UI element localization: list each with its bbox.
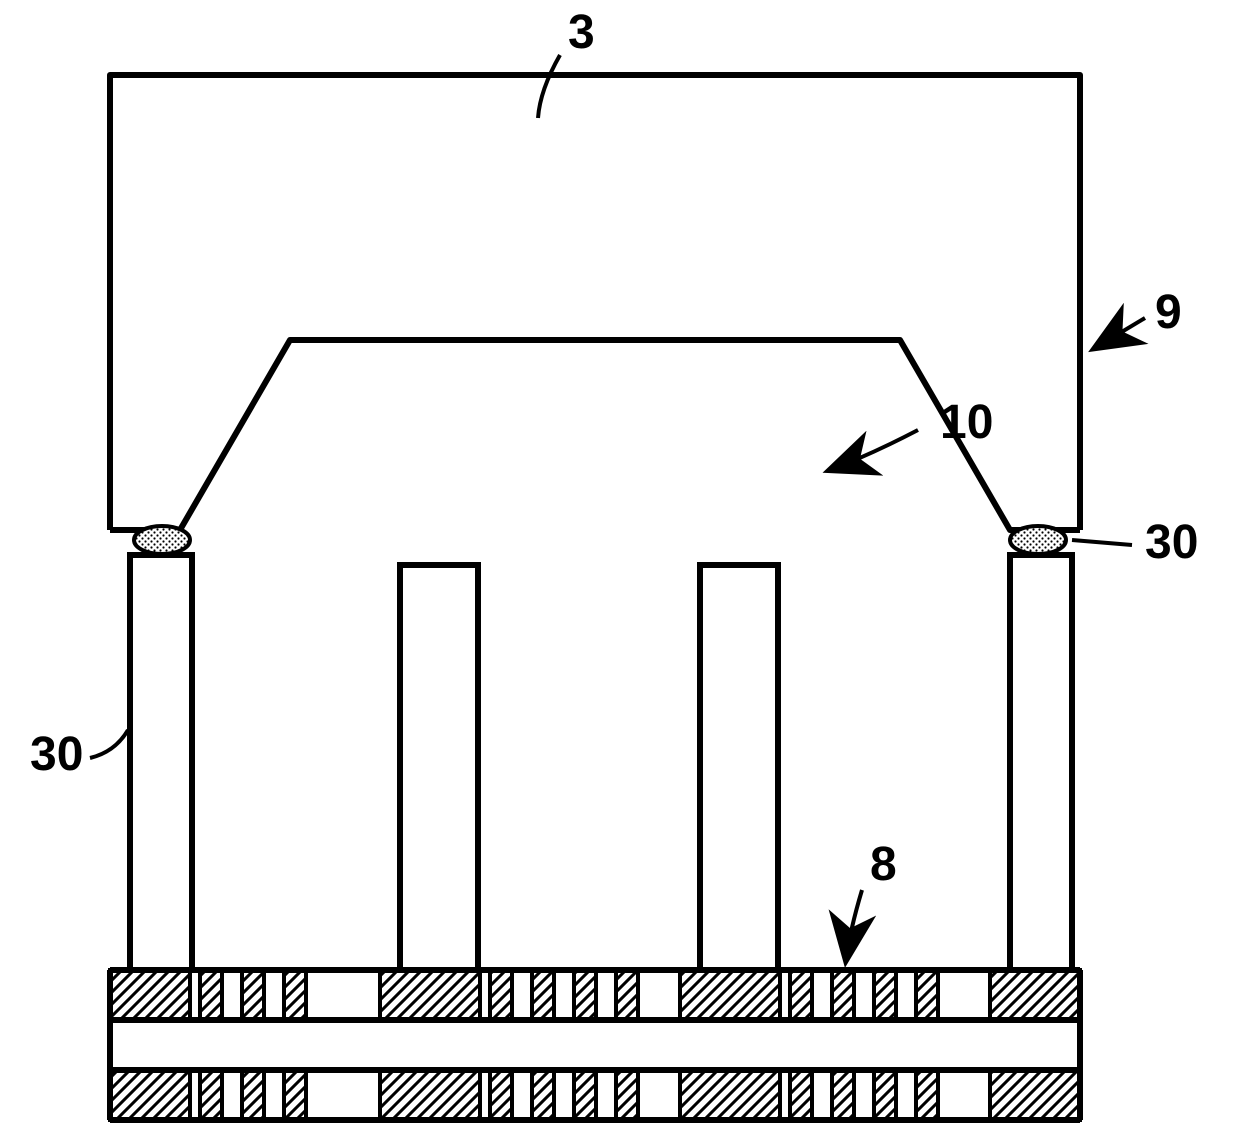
base-top-row-fin-1-0 xyxy=(490,970,512,1020)
base-bottom-row-fin-2-3 xyxy=(916,1070,938,1120)
base-bottom-row-fin-1-0 xyxy=(490,1070,512,1120)
pillar-outer_left xyxy=(130,555,192,970)
pillar-inner_right xyxy=(700,565,778,970)
leader-8 xyxy=(846,890,862,960)
base-top-row-block-1 xyxy=(380,970,480,1020)
label-10: 10 xyxy=(940,396,993,449)
base-top-row-fin-1-1 xyxy=(532,970,554,1020)
base-top-row-block-3 xyxy=(990,970,1080,1020)
label-9: 9 xyxy=(1155,286,1182,339)
label-8: 8 xyxy=(870,838,897,891)
label-30l: 30 xyxy=(30,728,83,781)
base-bottom-row-fin-1-2 xyxy=(574,1070,596,1120)
base-top-row-fin-0-2 xyxy=(284,970,306,1020)
base-top-row-fin-2-0 xyxy=(790,970,812,1020)
label-3: 3 xyxy=(568,6,595,59)
base-bottom-row-fin-2-2 xyxy=(874,1070,896,1120)
leader-30l xyxy=(90,730,128,758)
base-bottom-row-fin-1-3 xyxy=(616,1070,638,1120)
base-bottom-row-fin-1-1 xyxy=(532,1070,554,1120)
base-bottom-row-block-1 xyxy=(380,1070,480,1120)
base-top-row-fin-2-3 xyxy=(916,970,938,1020)
base-top-row-fin-2-1 xyxy=(832,970,854,1020)
base-top-row-fin-2-2 xyxy=(874,970,896,1020)
housing-cap xyxy=(110,75,1080,530)
pillar-inner_left xyxy=(400,565,478,970)
seal-0 xyxy=(134,526,190,554)
leader-10 xyxy=(830,430,918,470)
base-bottom-row-block-0 xyxy=(110,1070,190,1120)
base-bottom-row-block-3 xyxy=(990,1070,1080,1120)
base-top-row-fin-1-2 xyxy=(574,970,596,1020)
leader-30r xyxy=(1072,540,1132,545)
base-top-row-fin-1-3 xyxy=(616,970,638,1020)
base-bottom-row-fin-0-0 xyxy=(200,1070,222,1120)
base-bottom-row-block-2 xyxy=(680,1070,780,1120)
base-top-row-block-2 xyxy=(680,970,780,1020)
base-bottom-row-fin-0-1 xyxy=(242,1070,264,1120)
base-top-row-block-0 xyxy=(110,970,190,1020)
base-gap-band xyxy=(110,1020,1080,1070)
base-top-row-fin-0-0 xyxy=(200,970,222,1020)
base-bottom-row-fin-2-0 xyxy=(790,1070,812,1120)
diagram-canvas: 3 8 9 10 30 30 xyxy=(0,0,1240,1132)
seal-1 xyxy=(1010,526,1066,554)
base-bottom-row-fin-0-2 xyxy=(284,1070,306,1120)
base-top-row-fin-0-1 xyxy=(242,970,264,1020)
base-bottom-row-fin-2-1 xyxy=(832,1070,854,1120)
pillar-outer_right xyxy=(1010,555,1072,970)
label-30r: 30 xyxy=(1145,516,1198,569)
leader-3 xyxy=(538,55,560,118)
leader-9 xyxy=(1095,318,1145,348)
